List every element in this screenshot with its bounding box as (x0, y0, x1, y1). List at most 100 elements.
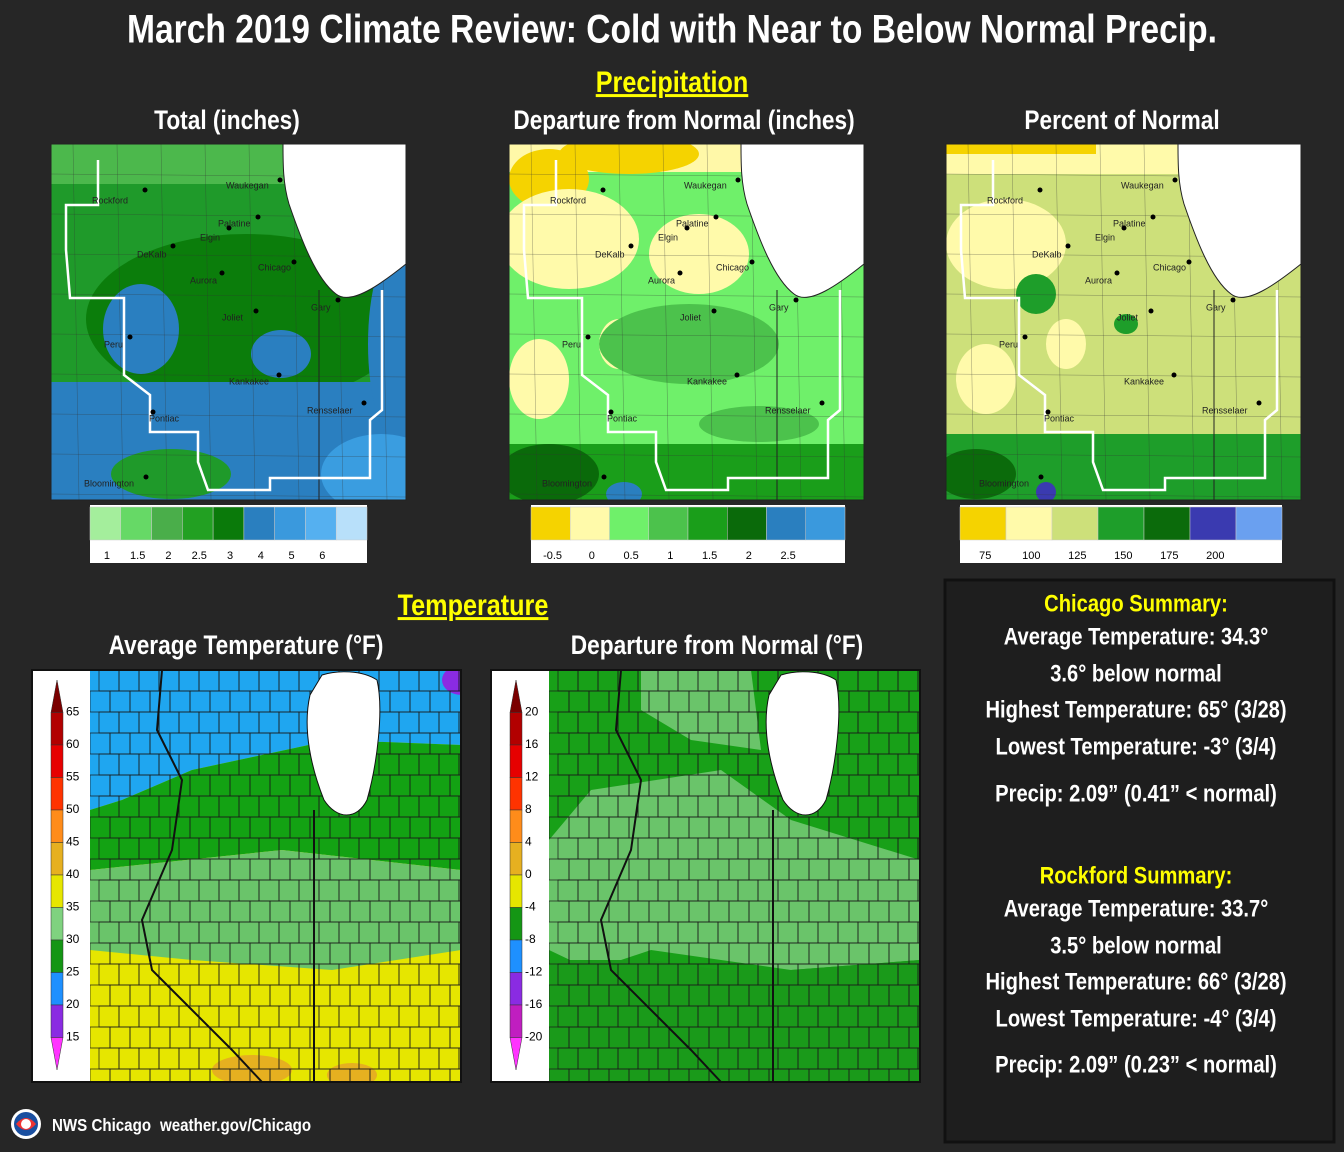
county (917, 711, 920, 734)
summary-line: Highest Temperature: 65° (3/28) (985, 696, 1286, 723)
city-label: Joliet (680, 312, 702, 322)
county (917, 879, 920, 902)
region (1046, 319, 1086, 369)
city-dot (585, 334, 591, 340)
section-heading: Precipitation (596, 65, 749, 99)
city-dot (1037, 187, 1043, 193)
city-dot (1256, 400, 1262, 406)
legend-swatch (212, 506, 245, 541)
city-dot (713, 214, 719, 220)
county (458, 1005, 461, 1028)
precip-map: Rockford Waukegan Palatine Elgin DeKalb Chica… (945, 143, 1302, 501)
legend-swatch (50, 1004, 64, 1038)
city-label: Peru (999, 339, 1018, 349)
cwa-outline (64, 160, 384, 492)
legend-swatch (687, 506, 728, 541)
map-fill (509, 144, 864, 500)
temp-map: 65 60 55 50 45 40 35 30 25 20 15 (31, 669, 462, 1083)
city-dot (1114, 270, 1120, 276)
region (946, 199, 1066, 289)
region (641, 670, 761, 750)
city-dot (226, 225, 232, 231)
county-line (51, 413, 406, 418)
city-dot (1150, 214, 1156, 220)
city-label: Elgin (1095, 232, 1115, 242)
legend-swatch (305, 506, 337, 541)
region (251, 330, 311, 378)
summary-line: Lowest Temperature: -4° (3/4) (996, 1005, 1277, 1032)
panel-title: Departure from Normal (°F) (571, 630, 863, 660)
map-fill (946, 144, 1301, 500)
legend-label: 1.5 (130, 550, 145, 562)
city-label: DeKalb (1032, 249, 1062, 259)
legend-swatch (50, 777, 64, 811)
city-label: Rockford (550, 195, 586, 205)
footer-org: NWS Chicago (52, 1115, 151, 1136)
city-label: Bloomington (84, 478, 134, 488)
map-border (31, 669, 462, 1083)
region (1114, 314, 1138, 334)
legend-swatch (1143, 506, 1191, 541)
legend-swatch (182, 506, 214, 541)
city-dot (601, 474, 607, 480)
county (458, 795, 461, 818)
city-label: Joliet (1117, 312, 1139, 322)
county (458, 670, 461, 692)
county-line (51, 333, 406, 338)
region (509, 444, 599, 500)
legend-swatch (1189, 506, 1237, 541)
county-line (509, 373, 864, 378)
legend-swatch (1005, 506, 1053, 541)
panel-title: Average Temperature (°F) (109, 630, 384, 660)
county-line (706, 144, 714, 500)
summary-line: Precip: 2.09” (0.23” < normal) (995, 1051, 1277, 1078)
city-dot (600, 187, 606, 193)
map-border (50, 143, 407, 501)
summary-line: Lowest Temperature: -3° (3/4) (996, 733, 1277, 760)
summary-line: Average Temperature: 33.7° (1004, 895, 1269, 922)
legend-label: -4 (525, 900, 536, 914)
city-dot (277, 177, 283, 183)
legend-swatch (509, 1004, 523, 1038)
county-line (1011, 144, 1019, 500)
legend-swatch (509, 842, 523, 876)
city-label: Elgin (200, 232, 220, 242)
legend-label: 2.5 (192, 550, 207, 562)
city-dot (276, 372, 282, 378)
summary-line: Highest Temperature: 66° (3/28) (985, 968, 1286, 995)
county-line (248, 144, 256, 500)
region (212, 1055, 292, 1082)
legend-label: -0.5 (543, 550, 562, 562)
city-label: Pontiac (607, 413, 638, 423)
legend-swatch (509, 777, 523, 811)
legend-label: 100 (1022, 550, 1040, 562)
legend-label: 0 (589, 550, 595, 562)
legend-swatch (89, 506, 122, 541)
county (917, 753, 920, 776)
region (606, 482, 642, 500)
legend-label: -8 (525, 932, 536, 946)
city-dot (734, 372, 740, 378)
legend-swatch (50, 874, 64, 908)
city-label: DeKalb (595, 249, 625, 259)
county-line (51, 493, 406, 498)
summary-line: 3.6° below normal (1050, 660, 1222, 687)
city-dot (255, 214, 261, 220)
legend-label: 0 (525, 867, 532, 881)
city-label: Palatine (218, 218, 251, 228)
legend-label: 2 (746, 550, 752, 562)
region (599, 304, 779, 384)
legend-swatch (509, 972, 523, 1006)
legend-label: 4 (258, 550, 264, 562)
legend-swatch (766, 506, 806, 541)
legend-label: 3 (227, 550, 233, 562)
county-line (946, 493, 1301, 498)
panel-title: Departure from Normal (inches) (513, 105, 854, 135)
state-line (140, 670, 263, 1082)
city-label: Palatine (1113, 218, 1146, 228)
map-border (945, 143, 1302, 501)
city-dot (219, 270, 225, 276)
legend-label: 75 (979, 550, 991, 562)
map-fill (51, 144, 406, 500)
city-dot (127, 334, 133, 340)
